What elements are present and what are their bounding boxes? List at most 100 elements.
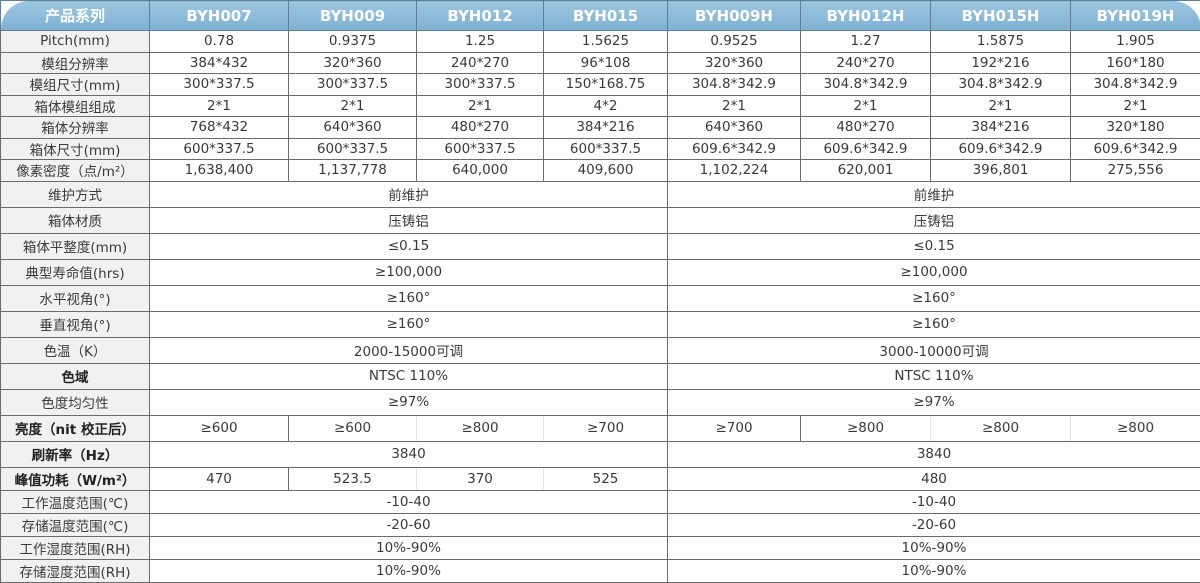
cell-value: 300*337.5 xyxy=(417,74,544,96)
row-label: 峰值功耗（W/m²） xyxy=(1,467,150,490)
row-label: 典型寿命值(hrs) xyxy=(1,259,150,285)
cell-value-group-h: 3840 xyxy=(668,441,1200,467)
cell-value: 240*270 xyxy=(801,52,931,74)
cell-value: 304.8*342.9 xyxy=(931,74,1071,96)
cell-value: 640*360 xyxy=(668,117,801,139)
table-row: 箱体材质压铸铝压铸铝 xyxy=(1,207,1200,233)
cell-value-group-h: ≥100,000 xyxy=(668,259,1200,285)
cell-value-group-standard: -10-40 xyxy=(150,490,668,513)
cell-value: 609.6*342.9 xyxy=(668,138,801,160)
cell-value: 320*360 xyxy=(289,52,417,74)
cell-value: 96*108 xyxy=(544,52,668,74)
cell-value: 1.905 xyxy=(1071,31,1200,53)
row-label: 刷新率（Hz） xyxy=(1,441,150,467)
cell-value-group-h: -10-40 xyxy=(668,490,1200,513)
row-label: 工作湿度范围(RH) xyxy=(1,536,150,559)
cell-value: ≥800 xyxy=(417,415,544,441)
cell-value: 620,001 xyxy=(801,160,931,182)
cell-value-group-standard: ≥160° xyxy=(150,311,668,337)
row-label: 像素密度（点/m²） xyxy=(1,160,150,182)
header-model: BYH007 xyxy=(150,1,289,31)
table-row: 色度均匀性≥97%≥97% xyxy=(1,389,1200,415)
cell-value: 1,102,224 xyxy=(668,160,801,182)
cell-value-group-h: 10%-90% xyxy=(668,536,1200,559)
cell-value: 150*168.75 xyxy=(544,74,668,96)
cell-value: 300*337.5 xyxy=(150,74,289,96)
table-row: 存储温度范围(℃)-20-60-20-60 xyxy=(1,513,1200,536)
cell-value: 523.5 xyxy=(289,467,417,490)
row-label: 箱体平整度(mm) xyxy=(1,233,150,259)
cell-value-group-h: ≥97% xyxy=(668,389,1200,415)
cell-value-group-h: ≥160° xyxy=(668,285,1200,311)
cell-value: 2*1 xyxy=(289,95,417,117)
cell-value: ≥600 xyxy=(289,415,417,441)
cell-value: 396,801 xyxy=(931,160,1071,182)
cell-value: 525 xyxy=(544,467,668,490)
cell-value: 609.6*342.9 xyxy=(1071,138,1200,160)
cell-value: 275,556 xyxy=(1071,160,1200,182)
cell-value: 609.6*342.9 xyxy=(931,138,1071,160)
cell-value: 4*2 xyxy=(544,95,668,117)
row-label: 色温（K） xyxy=(1,337,150,363)
row-label: 存储温度范围(℃) xyxy=(1,513,150,536)
cell-value: 600*337.5 xyxy=(544,138,668,160)
header-model: BYH015H xyxy=(931,1,1071,31)
cell-value: ≥700 xyxy=(668,415,801,441)
row-label: 色域 xyxy=(1,363,150,389)
cell-value: 240*270 xyxy=(417,52,544,74)
header-model: BYH009 xyxy=(289,1,417,31)
cell-value-group-standard: 前维护 xyxy=(150,181,668,207)
header-model: BYH012H xyxy=(801,1,931,31)
cell-value: 1,137,778 xyxy=(289,160,417,182)
row-label: 维护方式 xyxy=(1,181,150,207)
cell-value: 384*432 xyxy=(150,52,289,74)
cell-value: 2*1 xyxy=(150,95,289,117)
header-model: BYH015 xyxy=(544,1,668,31)
cell-value: 370 xyxy=(417,467,544,490)
cell-value: 470 xyxy=(150,467,289,490)
cell-value: ≥700 xyxy=(544,415,668,441)
row-label: 色度均匀性 xyxy=(1,389,150,415)
cell-value-group-h: 10%-90% xyxy=(668,559,1200,582)
cell-value: 300*337.5 xyxy=(289,74,417,96)
header-model: BYH012 xyxy=(417,1,544,31)
cell-value: 0.78 xyxy=(150,31,289,53)
cell-value: 2*1 xyxy=(417,95,544,117)
header-series-label: 产品系列 xyxy=(1,1,150,31)
cell-value: 192*216 xyxy=(931,52,1071,74)
cell-value-group-standard: 10%-90% xyxy=(150,536,668,559)
row-label: 模组尺寸(mm) xyxy=(1,74,150,96)
cell-value: 480*270 xyxy=(417,117,544,139)
cell-value-group-standard: ≤0.15 xyxy=(150,233,668,259)
cell-value-group-standard: 10%-90% xyxy=(150,559,668,582)
table-row: 水平视角(°)≥160°≥160° xyxy=(1,285,1200,311)
cell-value-group-standard: ≥97% xyxy=(150,389,668,415)
table-row: 工作温度范围(℃)-10-40-10-40 xyxy=(1,490,1200,513)
cell-value: 600*337.5 xyxy=(150,138,289,160)
cell-value: 640*360 xyxy=(289,117,417,139)
cell-value: ≥800 xyxy=(931,415,1071,441)
row-label: 亮度（nit 校正后） xyxy=(1,415,150,441)
cell-value: 0.9525 xyxy=(668,31,801,53)
cell-value: 1.5625 xyxy=(544,31,668,53)
cell-value-group-standard: NTSC 110% xyxy=(150,363,668,389)
row-label: 箱体材质 xyxy=(1,207,150,233)
cell-value: 480*270 xyxy=(801,117,931,139)
cell-value: 1.25 xyxy=(417,31,544,53)
row-label: 箱体尺寸(mm) xyxy=(1,138,150,160)
cell-value: ≥800 xyxy=(801,415,931,441)
table-row: 维护方式前维护前维护 xyxy=(1,181,1200,207)
table-row: 工作湿度范围(RH)10%-90%10%-90% xyxy=(1,536,1200,559)
cell-value-group-h: NTSC 110% xyxy=(668,363,1200,389)
cell-value: 768*432 xyxy=(150,117,289,139)
cell-value: 609.6*342.9 xyxy=(801,138,931,160)
cell-value-group-standard: ≥100,000 xyxy=(150,259,668,285)
cell-value: 384*216 xyxy=(931,117,1071,139)
